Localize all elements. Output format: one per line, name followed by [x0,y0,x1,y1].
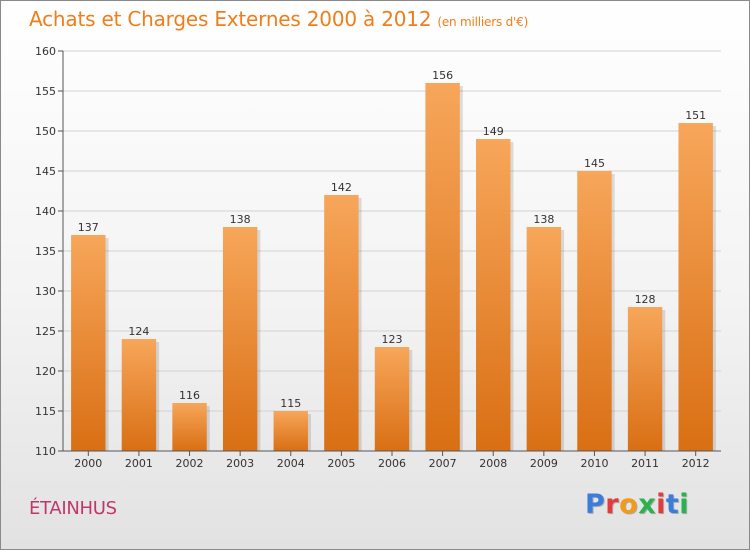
y-tick-label: 160 [35,45,56,58]
logo-letter: i [656,489,666,520]
bar-2011 [627,307,663,451]
chart-title: Achats et Charges Externes 2000 à 2012 (e… [29,7,528,31]
value-label: 128 [635,293,656,306]
x-tick-label: 2005 [327,457,355,470]
logo-letter: i [679,489,690,520]
bar-2002 [172,403,207,451]
value-label: 145 [584,157,605,170]
logo-letter: r [605,489,620,520]
x-tick-label: 2012 [682,457,710,470]
bar-2006 [374,347,410,451]
x-tick-label: 2007 [429,457,457,470]
value-label: 142 [331,181,352,194]
y-tick-label: 125 [35,325,56,338]
y-tick-label: 115 [35,405,56,418]
value-label: 149 [483,125,504,138]
bar-2007 [425,83,460,451]
y-tick-label: 110 [35,445,56,458]
y-tick-labels: 110 115 120 125 130 135 140 145 150 155 160 [35,45,56,458]
value-label: 123 [382,333,403,346]
bar-2009 [526,227,562,451]
bar-2010 [577,171,612,451]
bar-2001 [121,339,157,451]
bar-2005 [324,195,359,451]
axes [58,50,721,456]
x-tick-labels: 2000 2001 2002 2003 2004 2005 2006 2007 2008 2009… [74,457,709,470]
x-tick-label: 2000 [74,457,102,470]
x-tick-label: 2009 [530,457,558,470]
bar-2008 [476,139,511,451]
x-tick-label: 2006 [378,457,406,470]
value-label: 115 [280,397,301,410]
x-tick-label: 2008 [479,457,507,470]
value-label: 137 [78,221,99,234]
x-tick-label: 2004 [277,457,305,470]
x-tick-label: 2003 [226,457,254,470]
value-label: 124 [128,325,149,338]
y-tick-label: 155 [35,85,56,98]
value-label: 151 [685,109,706,122]
bars [71,83,716,451]
y-tick-label: 145 [35,165,56,178]
value-label: 138 [533,213,554,226]
commune-name: ÉTAINHUS [29,498,117,519]
bar-2000 [71,235,106,451]
bar-2012 [678,123,713,451]
x-tick-label: 2001 [125,457,153,470]
chart-title-text: Achats et Charges Externes 2000 à 2012 [29,7,432,31]
value-label: 138 [230,213,251,226]
y-tick-label: 150 [35,125,56,138]
x-tick-label: 2002 [176,457,204,470]
bar-2003 [222,227,258,451]
logo-letter: o [619,489,639,520]
y-tick-label: 120 [35,365,56,378]
y-tick-label: 135 [35,245,56,258]
logo-letter: P [585,489,606,520]
x-tick-label: 2011 [631,457,659,470]
value-labels: 137 124 116 138 115 142 123 156 149 138 145 128 151 [78,69,706,410]
logo-letter: t [665,489,680,520]
logo-letter: x [638,489,657,520]
y-tick-label: 140 [35,205,56,218]
x-tick-label: 2010 [580,457,608,470]
y-tick-label: 130 [35,285,56,298]
value-label: 116 [179,389,200,402]
chart-unit: (en milliers d'€) [437,15,529,29]
proxiti-logo: Proxiti [585,489,689,520]
value-label: 156 [432,69,453,82]
bar-2004 [273,411,308,451]
